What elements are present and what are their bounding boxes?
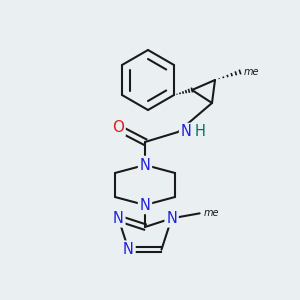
Text: N: N — [113, 211, 124, 226]
Text: N: N — [181, 124, 191, 140]
Text: me: me — [204, 208, 219, 218]
Text: N: N — [123, 242, 134, 257]
Text: O: O — [112, 121, 124, 136]
Text: N: N — [140, 158, 150, 172]
Text: me: me — [244, 67, 260, 77]
Text: N: N — [140, 197, 150, 212]
Text: N: N — [166, 211, 177, 226]
Text: H: H — [195, 124, 206, 139]
